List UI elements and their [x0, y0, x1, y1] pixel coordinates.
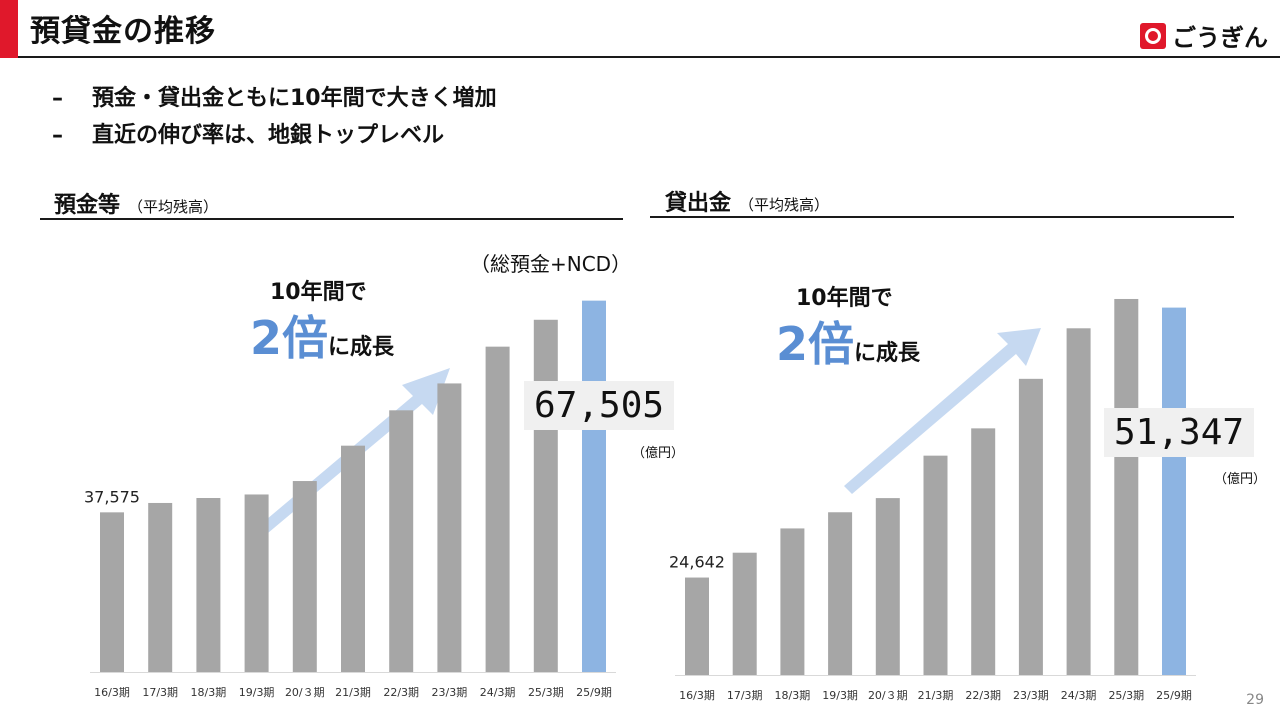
header-divider — [18, 56, 1280, 58]
bar-22/3期 — [389, 410, 414, 672]
x-tick-label: 21/3期 — [335, 686, 371, 699]
x-tick-label: 16/3期 — [679, 689, 715, 702]
deposits-latest-callout: 67,505 — [524, 381, 675, 430]
loans-section-line — [650, 216, 1234, 218]
deposits-section-title: 預金等 （平均残高） — [54, 187, 218, 219]
x-tick-label: 21/3期 — [918, 689, 954, 702]
loans-section-title: 貸出金 （平均残高） — [665, 185, 829, 217]
bullet-dash: – — [52, 123, 63, 148]
bar-20/３期 — [292, 481, 317, 672]
x-tick-label: 25/3期 — [1108, 689, 1144, 702]
x-tick-label: 19/3期 — [822, 689, 858, 702]
loans-latest-callout: 51,347 — [1104, 408, 1255, 457]
x-tick-label: 24/3期 — [1061, 689, 1097, 702]
bar-25/3期 — [1114, 298, 1139, 675]
deposits-unit: （億円） — [632, 446, 685, 461]
deposits-growth-rest: に成長 — [328, 335, 395, 360]
bar-24/3期 — [1066, 328, 1091, 675]
deposits-chart: 16/3期 17/3期 18/3期 19/3期 20/３期 21/3期 22/3期 23/3期… — [84, 300, 616, 699]
x-tick-label: 17/3期 — [142, 686, 178, 699]
bar-19/3期 — [244, 494, 269, 672]
x-tick-label: 20/３期 — [285, 686, 325, 699]
bar-25/3期 — [533, 319, 558, 672]
deposits-title: 預金等 — [54, 193, 121, 218]
bullet-1: – 預金・貸出金ともに10年間で大きく増加 — [52, 80, 497, 112]
loans-subtitle: （平均残高） — [739, 196, 830, 214]
bullet-2: – 直近の伸び率は、地銀トップレベル — [52, 117, 444, 149]
loans-growth-rest: に成長 — [854, 341, 921, 366]
x-tick-label: 16/3期 — [94, 686, 130, 699]
bar-19/3期 — [828, 512, 853, 675]
bar-18/3期 — [196, 498, 221, 672]
deposits-section-line — [40, 218, 623, 220]
loans-title: 貸出金 — [665, 191, 732, 216]
x-tick-label: 25/9期 — [576, 686, 612, 699]
x-tick-label: 25/3期 — [528, 686, 564, 699]
bar-18/3期 — [780, 528, 805, 675]
x-tick-label: 24/3期 — [480, 686, 516, 699]
first-value-label: 24,642 — [669, 553, 725, 572]
x-tick-label: 18/3期 — [775, 689, 811, 702]
bar-17/3期 — [732, 552, 757, 675]
bar-23/3期 — [1018, 378, 1043, 675]
x-tick-label: 20/３期 — [868, 689, 908, 702]
bar-23/3期 — [437, 383, 462, 672]
bar-21/3期 — [923, 455, 948, 675]
logo-text: ごうぎん — [1172, 24, 1268, 52]
page-title: 預貸金の推移 — [30, 14, 216, 49]
bar-25/9期 — [1162, 307, 1186, 675]
bar-16/3期 — [100, 512, 124, 672]
bar-25/9期 — [582, 300, 606, 672]
logo-icon — [1140, 22, 1166, 49]
page-number: 29 — [1246, 692, 1264, 708]
bar-20/３期 — [875, 498, 900, 675]
deposits-note: （総預金+NCD） — [470, 252, 632, 276]
bullet-dash: – — [52, 86, 63, 111]
loans-chart: 16/3期 17/3期 18/3期 19/3期 20/３期 21/3期 22/3期 23/3期… — [669, 298, 1196, 702]
bar-17/3期 — [148, 502, 173, 672]
bullet-text: 直近の伸び率は、地銀トップレベル — [92, 123, 445, 148]
first-value-label: 37,575 — [84, 487, 140, 506]
x-tick-label: 23/3期 — [1013, 689, 1049, 702]
bar-22/3期 — [971, 428, 996, 675]
bar-16/3期 — [685, 577, 709, 675]
x-tick-label: 22/3期 — [965, 689, 1001, 702]
growth-arrow — [844, 328, 1041, 494]
loans-growth-line2: 2倍に成長 — [776, 308, 920, 374]
deposits-growth-line1: 10年間で — [270, 280, 367, 305]
bank-logo: ごうぎん — [1140, 18, 1268, 53]
loans-unit: （億円） — [1214, 472, 1267, 487]
loans-growth-big: 2倍 — [776, 317, 855, 371]
x-tick-label: 22/3期 — [383, 686, 419, 699]
x-tick-label: 18/3期 — [191, 686, 227, 699]
header-accent-bar — [0, 0, 18, 58]
x-tick-label: 25/9期 — [1156, 689, 1192, 702]
bar-21/3期 — [341, 445, 365, 672]
x-tick-label: 19/3期 — [239, 686, 275, 699]
bullet-text: 預金・貸出金ともに10年間で大きく増加 — [92, 86, 497, 111]
deposits-growth-big: 2倍 — [250, 311, 329, 365]
loans-growth-line1: 10年間で — [796, 286, 893, 311]
x-tick-label: 17/3期 — [727, 689, 763, 702]
deposits-subtitle: （平均残高） — [128, 198, 219, 216]
bar-24/3期 — [485, 346, 510, 672]
deposits-growth-line2: 2倍に成長 — [250, 302, 394, 368]
x-tick-label: 23/3期 — [432, 686, 468, 699]
